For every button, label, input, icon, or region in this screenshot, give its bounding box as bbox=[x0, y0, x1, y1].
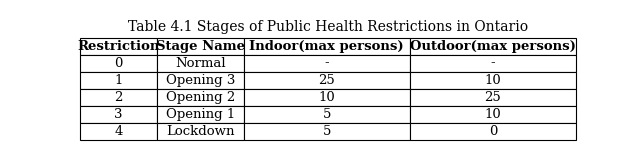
Text: Table 4.1 Stages of Public Health Restrictions in Ontario: Table 4.1 Stages of Public Health Restri… bbox=[128, 20, 528, 34]
